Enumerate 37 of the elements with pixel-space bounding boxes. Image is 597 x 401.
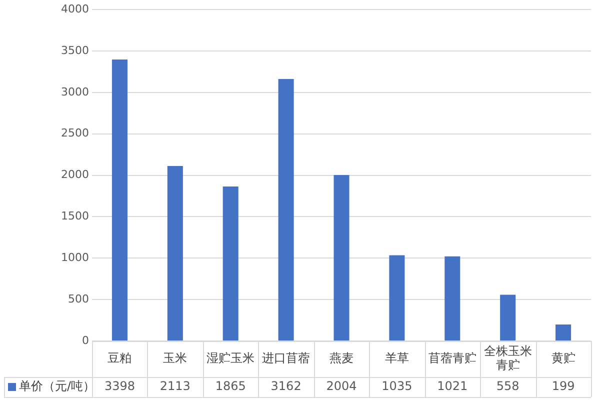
x-tick-label: 燕麦 — [329, 351, 354, 366]
bar — [500, 294, 516, 340]
data-label: 3162 — [270, 379, 302, 394]
y-tick-label: 1500 — [60, 210, 89, 223]
x-tick-label: 进口苜蓿 — [262, 351, 310, 366]
y-tick-label: 0 — [82, 334, 89, 347]
legend-label: 单价（元/吨） — [19, 379, 96, 394]
bar — [556, 324, 572, 340]
x-tick-label: 苜蓿青贮 — [428, 351, 476, 366]
y-tick-label: 3500 — [60, 44, 89, 57]
bar — [389, 255, 405, 340]
bar — [112, 59, 128, 340]
bar — [278, 79, 294, 340]
y-tick-label: 2000 — [60, 168, 89, 182]
data-label: 558 — [496, 379, 520, 394]
data-label: 2113 — [160, 379, 190, 394]
y-tick-label: 1000 — [60, 251, 89, 264]
bar — [167, 166, 183, 340]
bar — [334, 174, 350, 340]
data-label: 199 — [552, 379, 575, 394]
data-label: 2004 — [326, 379, 357, 394]
y-tick-label: 3000 — [60, 85, 89, 98]
bar — [444, 256, 460, 340]
x-tick-label: 豆粕 — [108, 351, 132, 366]
data-label: 1021 — [437, 379, 468, 394]
x-tick-label: 玉米 — [163, 351, 188, 366]
y-tick-label: 4000 — [60, 2, 89, 16]
data-label: 1865 — [215, 379, 246, 394]
data-label: 3398 — [104, 379, 135, 394]
x-tick-label: 全株玉米青贮 — [484, 344, 532, 372]
data-label: 1035 — [382, 379, 412, 394]
x-tick-label: 湿贮玉米 — [206, 351, 255, 366]
y-tick-label: 2500 — [60, 126, 89, 140]
bar — [222, 186, 238, 340]
x-tick-label: 黄贮 — [551, 351, 576, 366]
y-tick-label: 500 — [68, 292, 89, 306]
x-tick-label: 羊草 — [384, 351, 409, 366]
